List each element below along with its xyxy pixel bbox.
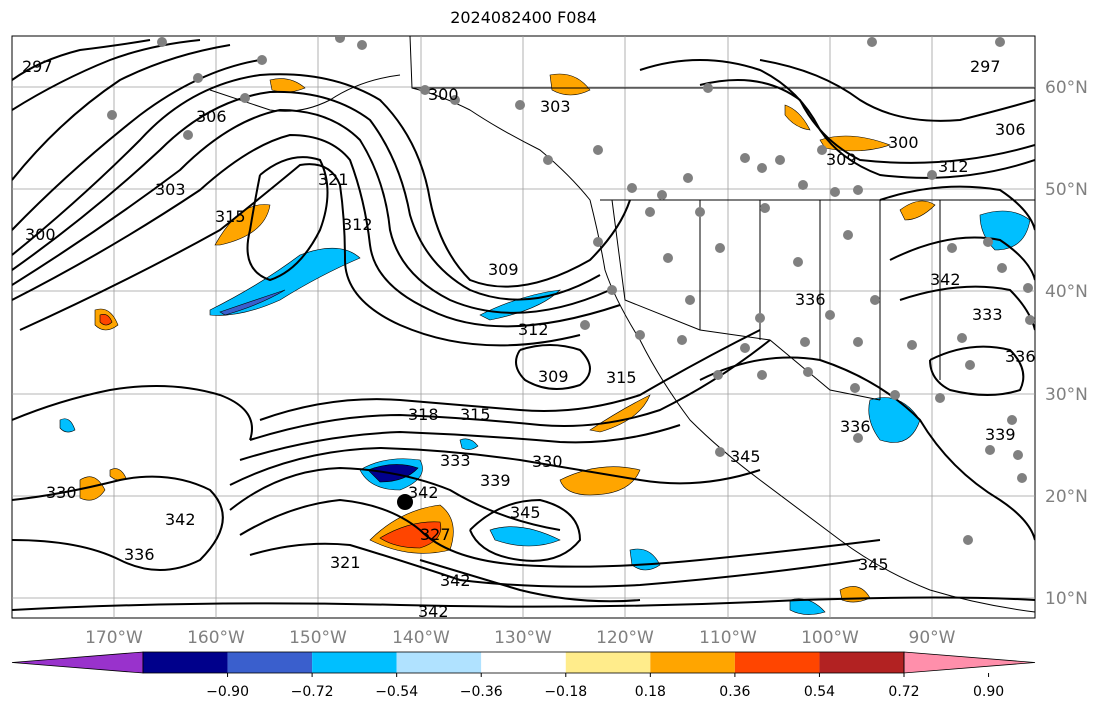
contour-label: 306	[995, 120, 1026, 139]
longitude-labels: 170°W 160°W 150°W 140°W 130°W 120°W 110°…	[85, 628, 956, 648]
contour-label: 342	[418, 602, 449, 621]
contour-label: 333	[440, 451, 471, 470]
lat-label-30n: 30°N	[1045, 385, 1088, 405]
colorbar-tick-label: −0.90	[206, 684, 249, 700]
colorbar-segment	[650, 652, 735, 673]
contour-label: 345	[858, 555, 889, 574]
colorbar-tick-label: 0.36	[719, 684, 750, 700]
contour-label: 336	[795, 290, 826, 309]
contour-label: 312	[938, 157, 969, 176]
cyclone-center-marker	[397, 494, 413, 510]
lat-label-20n: 20°N	[1045, 487, 1088, 507]
colorbar-tick-label: 0.54	[804, 684, 835, 700]
lat-label-40n: 40°N	[1045, 282, 1088, 302]
contour-label: 336	[1005, 347, 1036, 366]
contour-label: 309	[488, 260, 519, 279]
contour-label: 327	[420, 525, 451, 544]
colorbar-segment	[312, 652, 397, 673]
contour-label: 339	[480, 471, 511, 490]
colorbar-tick-label: 0.72	[888, 684, 919, 700]
contour-label: 306	[196, 107, 227, 126]
contour-label: 315	[460, 405, 491, 424]
contour-label: 309	[826, 150, 857, 169]
lon-label-110w: 110°W	[699, 628, 757, 648]
contour-label: 333	[972, 305, 1003, 324]
colorbar-tick-label: 0.18	[635, 684, 666, 700]
contour-label: 342	[930, 270, 961, 289]
colorbar-segment	[143, 652, 228, 673]
height-contours	[12, 39, 1035, 611]
contour-label: 297	[22, 57, 53, 76]
contour-label: 312	[342, 215, 373, 234]
contour-label: 342	[440, 571, 471, 590]
colorbar-tick-label: −0.18	[544, 684, 587, 700]
lon-label-90w: 90°W	[909, 628, 956, 648]
colorbar-segment	[227, 652, 313, 673]
contour-labels: 297 306 303 300 315 321 312 309 303 300 …	[22, 57, 1036, 621]
colorbar-max-extension	[903, 651, 1036, 674]
contour-label: 321	[330, 553, 361, 572]
contour-label: 342	[165, 510, 196, 529]
colorbar-tick-label: −0.36	[460, 684, 503, 700]
colorbar: −0.90 −0.72 −0.54 −0.36 −0.18 0.18 0.36 0.54 0.7…	[11, 651, 1036, 700]
lon-label-140w: 140°W	[392, 628, 450, 648]
contour-label: 297	[970, 57, 1001, 76]
contour-label: 345	[730, 447, 761, 466]
lon-label-150w: 150°W	[289, 628, 347, 648]
contour-label: 336	[124, 545, 155, 564]
colorbar-segment	[565, 652, 651, 673]
contour-label: 318	[408, 405, 439, 424]
contour-label: 330	[46, 483, 77, 502]
contour-label: 300	[888, 133, 919, 152]
contour-label: 321	[318, 170, 349, 189]
contour-label: 300	[25, 225, 56, 244]
lat-label-10n: 10°N	[1045, 589, 1088, 609]
colorbar-segment	[734, 652, 820, 673]
lat-label-60n: 60°N	[1045, 78, 1088, 98]
colorbar-min-extension	[11, 651, 144, 674]
contour-label: 315	[606, 368, 637, 387]
lat-label-50n: 50°N	[1045, 180, 1088, 200]
station-markers	[107, 36, 1035, 545]
contour-label: 339	[985, 425, 1016, 444]
colorbar-tick-label: 0.90	[973, 684, 1004, 700]
contour-label: 312	[518, 320, 549, 339]
lon-label-120w: 120°W	[596, 628, 654, 648]
contour-label: 330	[532, 452, 563, 471]
contour-label: 315	[215, 207, 246, 226]
contour-label: 300	[428, 85, 459, 104]
contour-label: 303	[155, 180, 186, 199]
contour-label: 309	[538, 367, 569, 386]
latitude-labels: 60°N 50°N 40°N 30°N 20°N 10°N	[1045, 78, 1088, 609]
map-title: 2024082400 F084	[450, 8, 597, 27]
lon-label-130w: 130°W	[494, 628, 552, 648]
colorbar-segment	[819, 652, 904, 673]
contour-label: 336	[840, 417, 871, 436]
lon-label-160w: 160°W	[187, 628, 245, 648]
colorbar-segment	[396, 652, 482, 673]
contour-label: 345	[510, 503, 541, 522]
lon-label-100w: 100°W	[801, 628, 859, 648]
lon-label-170w: 170°W	[85, 628, 143, 648]
colorbar-tick-label: −0.72	[291, 684, 334, 700]
contour-label: 303	[540, 97, 571, 116]
contour-label: 342	[408, 483, 439, 502]
colorbar-segment	[481, 652, 566, 673]
colorbar-tick-label: −0.54	[375, 684, 418, 700]
